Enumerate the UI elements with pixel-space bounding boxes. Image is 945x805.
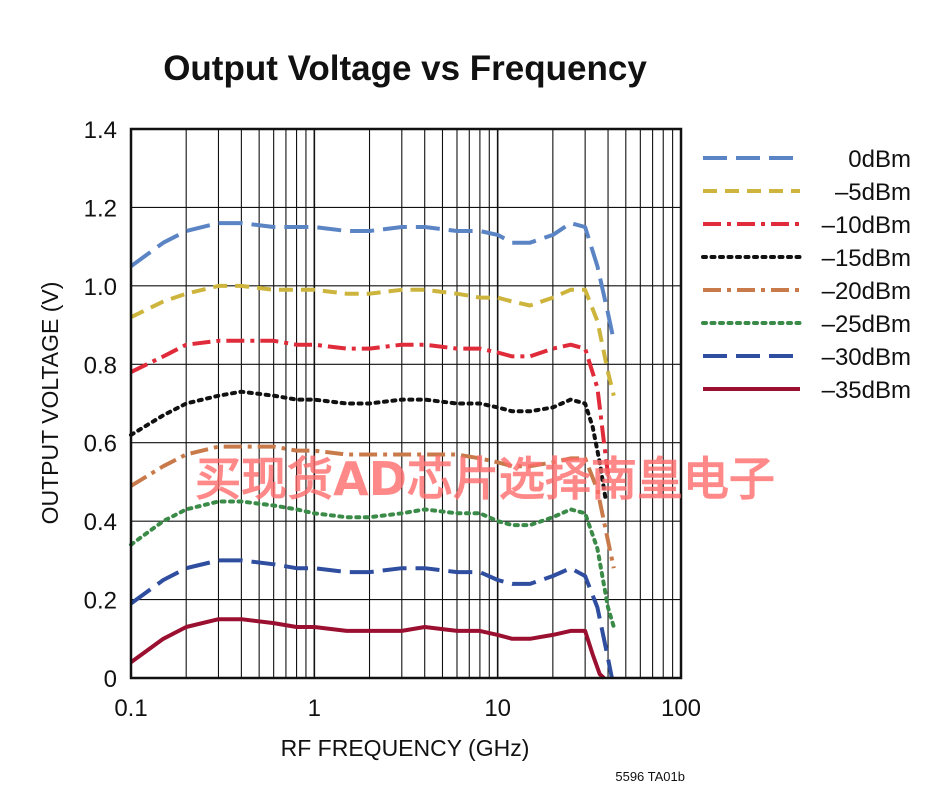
legend-label: –25dBm	[822, 311, 911, 338]
x-tick-label: 10	[484, 695, 511, 722]
x-tick-label: 1	[308, 695, 321, 722]
series-line	[130, 338, 610, 475]
legend: 0dBm –5dBm –10dBm –15dBm –20dBm –25dBm –30dBm –…	[701, 146, 911, 404]
chart-title: Output Voltage vs Frequency	[163, 49, 647, 88]
legend-label: –35dBm	[822, 377, 911, 404]
series-line	[129, 499, 616, 629]
y-axis-title: OUTPUT VOLTAGE (V)	[37, 282, 63, 525]
figure-id: 5596 TA01b	[615, 769, 685, 784]
y-tick-label: 0.8	[84, 352, 117, 379]
legend-label: –10dBm	[822, 212, 911, 239]
legend-label: 0dBm	[848, 146, 911, 173]
y-axis-ticks: 0 0.2 0.4 0.6 0.8 1.0 1.2 1.4	[84, 117, 117, 693]
y-tick-label: 1.0	[84, 274, 117, 301]
legend-label: –30dBm	[822, 344, 911, 371]
legend-label: –15dBm	[822, 245, 911, 272]
y-tick-label: 0	[104, 666, 117, 693]
x-tick-label: 100	[661, 695, 701, 722]
series-line	[129, 558, 614, 679]
y-tick-label: 0.4	[84, 509, 117, 536]
plot-frame	[129, 127, 683, 680]
y-tick-label: 0.2	[84, 588, 117, 615]
y-tick-label: 0.6	[84, 431, 117, 458]
series-line	[129, 389, 608, 504]
legend-label: –5dBm	[835, 179, 911, 206]
y-tick-label: 1.4	[84, 117, 117, 144]
y-tick-label: 1.2	[84, 195, 117, 222]
series-line	[129, 617, 606, 680]
watermark-text: 买现货AD芯片选择南皇电子	[195, 452, 775, 506]
x-axis-ticks: 0.1 1 10 100	[114, 695, 701, 722]
series-line	[129, 221, 616, 342]
series-line	[129, 444, 616, 569]
legend-label: –20dBm	[822, 278, 911, 305]
x-axis-title: RF FREQUENCY (GHz)	[281, 735, 530, 761]
x-tick-label: 0.1	[114, 695, 147, 722]
series-lines	[129, 221, 616, 680]
